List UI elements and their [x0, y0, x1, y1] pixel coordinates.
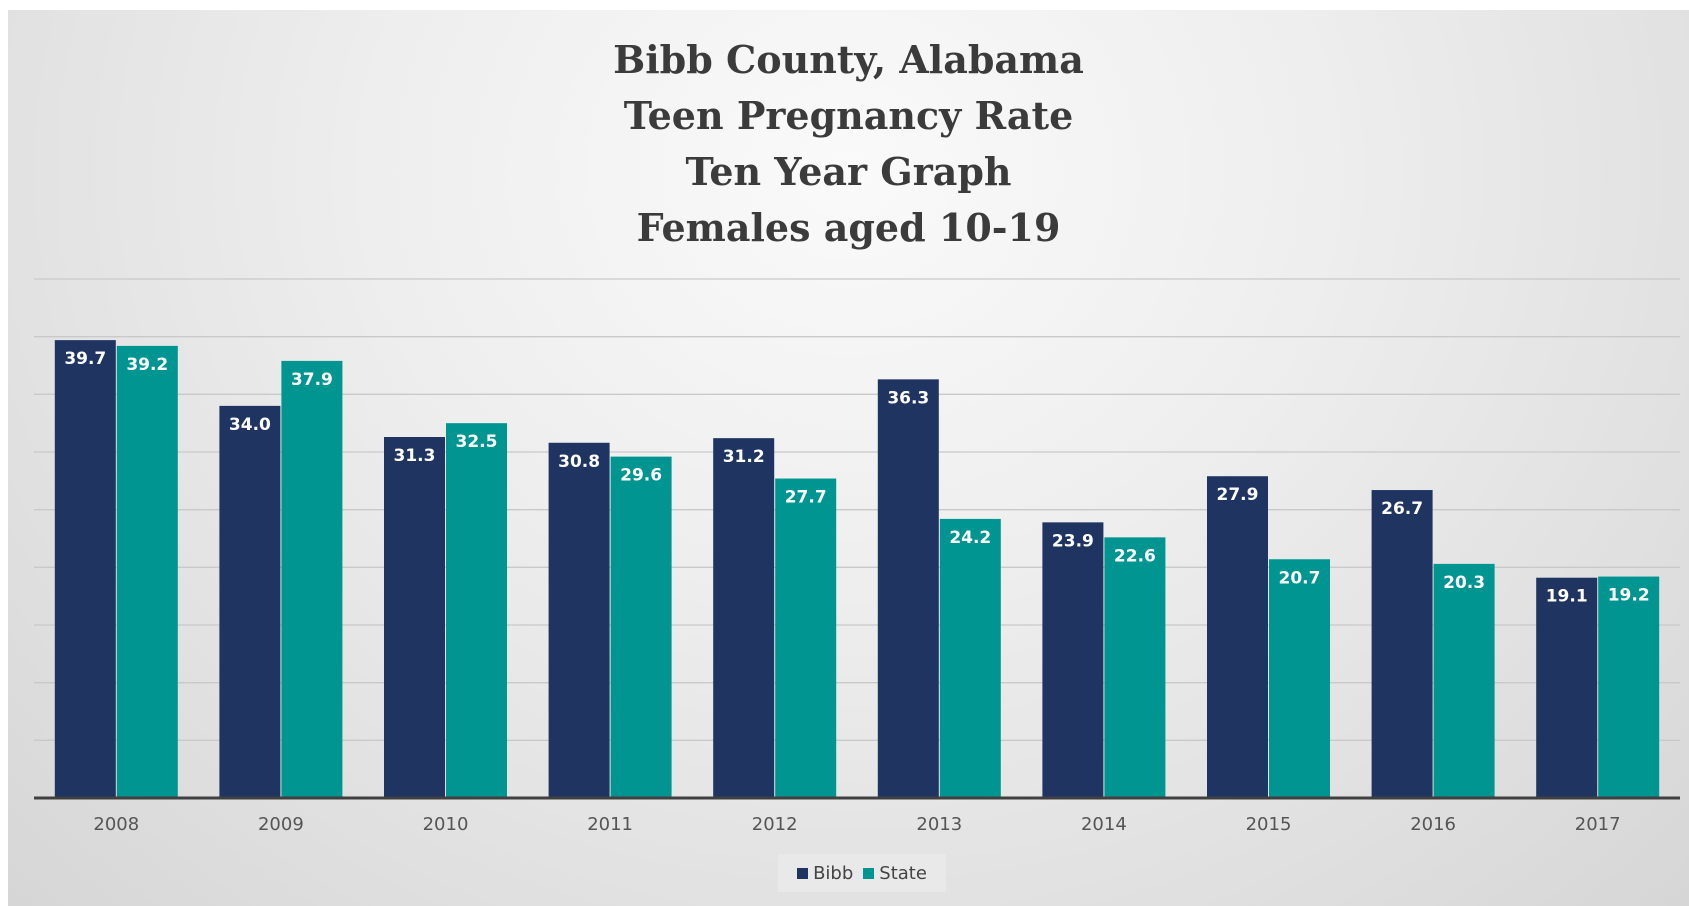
bar-state — [446, 423, 507, 798]
x-tick-label: 2011 — [587, 814, 633, 835]
bar-state — [775, 478, 837, 798]
data-label-state: 19.2 — [1608, 586, 1650, 606]
bar-state — [281, 360, 343, 798]
data-label-state: 20.7 — [1279, 568, 1321, 588]
x-tick-label: 2015 — [1246, 814, 1292, 835]
bar-state — [1598, 576, 1660, 798]
bar-bibb — [54, 340, 116, 798]
x-tick-label: 2013 — [916, 814, 962, 835]
data-label-bibb: 31.2 — [723, 447, 765, 467]
bar-bibb — [713, 438, 775, 798]
bar-bibb — [384, 437, 445, 798]
data-label-state: 39.2 — [126, 355, 168, 375]
legend-item-state: State — [863, 863, 927, 884]
data-label-state: 37.9 — [291, 370, 333, 390]
bar-bibb — [1536, 577, 1598, 798]
bar-state — [116, 345, 178, 798]
bar-bibb — [548, 442, 610, 798]
data-label-bibb: 31.3 — [394, 446, 436, 466]
data-label-state: 24.2 — [949, 528, 991, 548]
data-label-state: 22.6 — [1114, 546, 1156, 566]
bar-bibb — [1371, 490, 1433, 798]
x-tick-label: 2009 — [258, 814, 304, 835]
chart-frame: Bibb County, Alabama Teen Pregnancy Rate… — [8, 10, 1689, 906]
legend-label-state: State — [879, 862, 927, 884]
chart-title-line-3: Ten Year Graph — [685, 149, 1012, 194]
bar-state — [939, 518, 1001, 798]
data-label-bibb: 23.9 — [1052, 531, 1094, 551]
legend-item-bibb: Bibb — [797, 863, 853, 884]
chart-title: Bibb County, Alabama Teen Pregnancy Rate… — [8, 32, 1689, 256]
bar-bibb — [1042, 522, 1104, 798]
bar-state — [1104, 537, 1166, 798]
bar-state — [1433, 563, 1495, 798]
data-label-bibb: 39.7 — [64, 349, 106, 369]
chart-title-line-2: Teen Pregnancy Rate — [623, 93, 1074, 138]
x-tick-label: 2017 — [1575, 814, 1621, 835]
data-label-bibb: 34.0 — [229, 415, 271, 435]
plot-area: 39.7 39.2 2008 34.0 37.9 2009 31.3 32.5 2010 30.8… — [34, 278, 1680, 835]
data-label-state: 20.3 — [1443, 573, 1485, 593]
x-tick-label: 2014 — [1081, 814, 1127, 835]
bar-state — [1269, 559, 1330, 798]
legend-label-bibb: Bibb — [813, 862, 854, 884]
x-tick-label: 2016 — [1410, 814, 1456, 835]
data-label-state: 29.6 — [620, 466, 662, 486]
data-label-bibb: 19.1 — [1546, 587, 1588, 607]
x-tick-label: 2012 — [752, 814, 798, 835]
data-label-bibb: 27.9 — [1217, 485, 1259, 505]
legend-swatch-state — [863, 867, 875, 879]
legend: Bibb State — [778, 854, 946, 892]
x-tick-label: 2008 — [93, 814, 139, 835]
data-label-bibb: 26.7 — [1381, 499, 1423, 519]
bar-bibb — [219, 405, 281, 798]
data-label-bibb: 36.3 — [887, 388, 929, 408]
data-label-bibb: 30.8 — [558, 452, 600, 472]
data-label-state: 27.7 — [785, 488, 827, 508]
bar-bibb — [1207, 476, 1268, 798]
x-tick-label: 2010 — [423, 814, 469, 835]
chart-title-line-4: Females aged 10-19 — [636, 205, 1061, 250]
legend-swatch-bibb — [797, 867, 809, 879]
chart-title-line-1: Bibb County, Alabama — [613, 37, 1084, 82]
bar-state — [610, 456, 672, 798]
data-label-state: 32.5 — [456, 432, 498, 452]
bar-bibb — [877, 379, 939, 798]
